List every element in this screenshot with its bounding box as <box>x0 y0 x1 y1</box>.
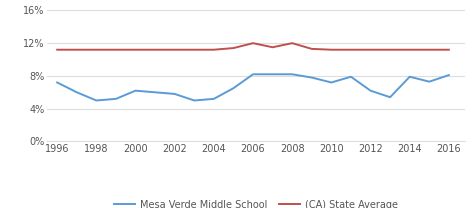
(CA) State Average <box>328 48 334 51</box>
Mesa Verde Middle School <box>74 91 80 94</box>
(CA) State Average <box>427 48 432 51</box>
Mesa Verde Middle School <box>172 93 178 95</box>
Mesa Verde Middle School <box>407 76 412 78</box>
Legend: Mesa Verde Middle School, (CA) State Average: Mesa Verde Middle School, (CA) State Ave… <box>110 196 402 208</box>
(CA) State Average <box>152 48 158 51</box>
Mesa Verde Middle School <box>309 76 315 79</box>
Mesa Verde Middle School <box>230 87 236 89</box>
Mesa Verde Middle School <box>368 89 374 92</box>
Mesa Verde Middle School <box>211 98 217 100</box>
Mesa Verde Middle School <box>191 99 197 102</box>
Mesa Verde Middle School <box>152 91 158 94</box>
(CA) State Average <box>446 48 452 51</box>
(CA) State Average <box>289 42 295 45</box>
Mesa Verde Middle School <box>387 96 393 98</box>
Mesa Verde Middle School <box>133 89 138 92</box>
(CA) State Average <box>270 46 275 48</box>
Mesa Verde Middle School <box>55 81 60 84</box>
Line: Mesa Verde Middle School: Mesa Verde Middle School <box>57 74 449 100</box>
(CA) State Average <box>309 48 315 50</box>
Mesa Verde Middle School <box>328 81 334 84</box>
(CA) State Average <box>368 48 374 51</box>
(CA) State Average <box>93 48 99 51</box>
(CA) State Average <box>348 48 354 51</box>
Mesa Verde Middle School <box>93 99 99 102</box>
(CA) State Average <box>74 48 80 51</box>
(CA) State Average <box>230 47 236 49</box>
Mesa Verde Middle School <box>250 73 256 76</box>
(CA) State Average <box>407 48 412 51</box>
Mesa Verde Middle School <box>289 73 295 76</box>
(CA) State Average <box>387 48 393 51</box>
(CA) State Average <box>113 48 119 51</box>
Mesa Verde Middle School <box>427 80 432 83</box>
Mesa Verde Middle School <box>113 98 119 100</box>
(CA) State Average <box>172 48 178 51</box>
(CA) State Average <box>250 42 256 45</box>
(CA) State Average <box>211 48 217 51</box>
Mesa Verde Middle School <box>348 76 354 78</box>
(CA) State Average <box>133 48 138 51</box>
Mesa Verde Middle School <box>446 74 452 76</box>
(CA) State Average <box>55 48 60 51</box>
(CA) State Average <box>191 48 197 51</box>
Mesa Verde Middle School <box>270 73 275 76</box>
Line: (CA) State Average: (CA) State Average <box>57 43 449 50</box>
